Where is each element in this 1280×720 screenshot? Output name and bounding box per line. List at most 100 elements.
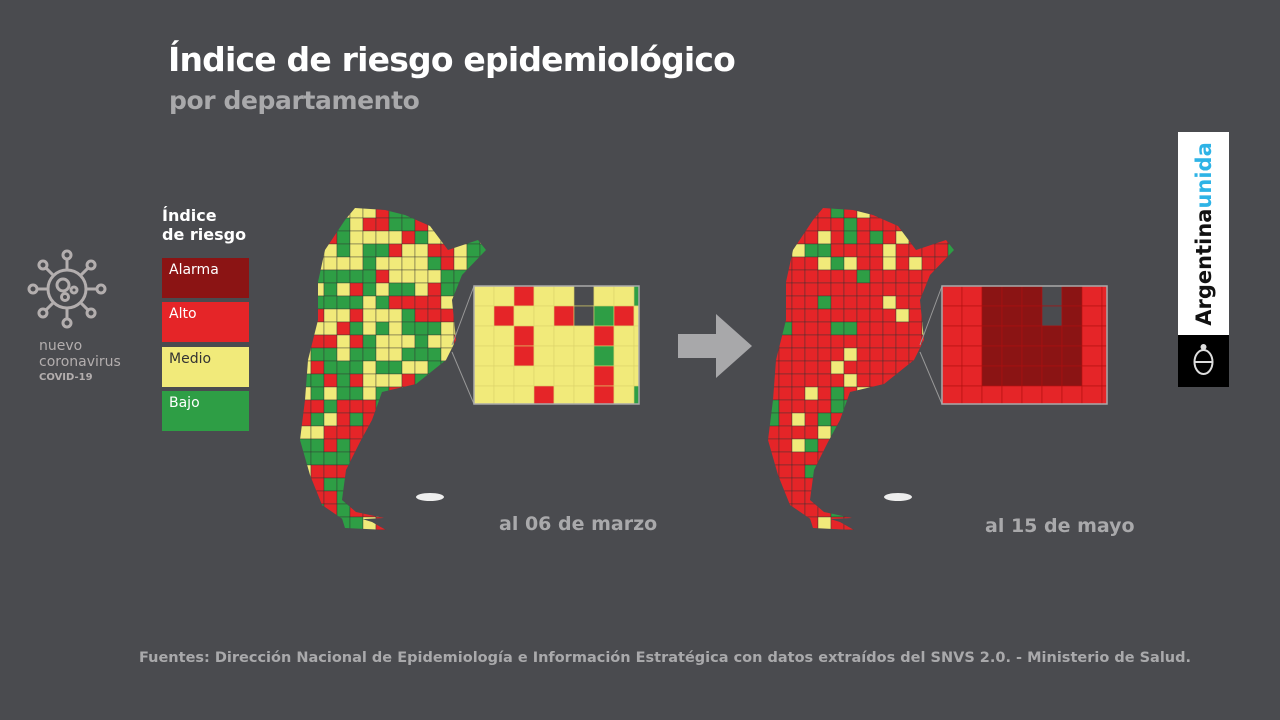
department-cell <box>908 256 923 271</box>
map-marzo <box>300 208 640 530</box>
department-cell <box>466 451 481 466</box>
department-cell <box>388 503 403 518</box>
logo-line3: COVID-19 <box>39 372 93 383</box>
department-cell <box>323 503 338 518</box>
department-cell <box>466 490 481 505</box>
department-cell <box>336 321 351 336</box>
department-cell <box>856 230 871 245</box>
department-cell <box>947 529 954 530</box>
department-cell <box>934 412 949 427</box>
department-cell <box>856 529 871 530</box>
department-cell <box>934 256 949 271</box>
department-cell <box>401 373 416 388</box>
department-cell <box>414 438 429 453</box>
department-cell <box>830 347 845 362</box>
department-cell <box>778 243 793 258</box>
department-cell <box>830 243 845 258</box>
department-cell <box>310 334 325 349</box>
department-cell <box>440 386 455 401</box>
department-cell <box>479 208 486 219</box>
department-cell <box>908 308 923 323</box>
department-cell <box>336 529 351 530</box>
department-cell <box>843 503 858 518</box>
inset-zoom-buenos-aires <box>473 285 640 405</box>
department-cell <box>882 295 897 310</box>
department-cell <box>778 321 793 336</box>
department-cell <box>843 399 858 414</box>
department-cell <box>479 477 486 492</box>
department-cell <box>882 464 897 479</box>
department-cell <box>414 230 429 245</box>
department-cell <box>882 282 897 297</box>
department-cell <box>843 282 858 297</box>
department-cell <box>856 451 871 466</box>
department-cell <box>300 295 312 310</box>
department-cell <box>804 256 819 271</box>
department-cell <box>934 269 949 284</box>
department-cell <box>830 399 845 414</box>
page-subtitle: por departamento <box>169 86 420 115</box>
department-cell <box>453 438 468 453</box>
department-cell <box>362 425 377 440</box>
department-cell <box>427 282 442 297</box>
department-cell <box>921 438 936 453</box>
department-cell <box>895 230 910 245</box>
department-cell <box>778 412 793 427</box>
legend-title-line2: de riesgo <box>162 225 247 244</box>
department-cell <box>349 529 364 530</box>
department-cell <box>895 516 910 530</box>
department-cell <box>375 217 390 232</box>
department-cell <box>804 334 819 349</box>
department-cell <box>804 282 819 297</box>
department-cell <box>778 503 793 518</box>
department-cell <box>882 217 897 232</box>
department-cell <box>921 334 936 349</box>
department-cell <box>778 295 793 310</box>
department-cell <box>921 269 936 284</box>
department-cell <box>375 477 390 492</box>
department-cell <box>791 334 806 349</box>
department-cell <box>440 334 455 349</box>
department-cell <box>375 503 390 518</box>
department-cell <box>791 516 806 530</box>
department-cell <box>869 503 884 518</box>
department-cell <box>310 529 325 530</box>
department-cell <box>453 373 468 388</box>
department-cell <box>466 412 481 427</box>
department-cell <box>414 321 429 336</box>
department-cell <box>375 282 390 297</box>
department-cell <box>768 477 780 492</box>
department-cell <box>778 360 793 375</box>
department-cell <box>479 256 486 271</box>
department-cell <box>856 516 871 530</box>
map-mayo <box>768 208 1108 530</box>
department-cell <box>830 269 845 284</box>
department-cell <box>427 503 442 518</box>
department-cell <box>336 230 351 245</box>
department-cell <box>349 282 364 297</box>
department-cell <box>466 256 481 271</box>
department-cell <box>817 516 832 530</box>
department-cell <box>427 321 442 336</box>
department-cell <box>300 451 312 466</box>
department-cell <box>908 386 923 401</box>
department-cell <box>791 217 806 232</box>
department-cell <box>440 243 455 258</box>
department-cell <box>401 451 416 466</box>
department-cell <box>453 208 468 219</box>
department-cell <box>440 399 455 414</box>
department-cell <box>401 282 416 297</box>
department-cell <box>479 529 486 530</box>
map-date-mayo: al 15 de mayo <box>985 515 1135 537</box>
department-cell <box>817 308 832 323</box>
department-cell <box>401 412 416 427</box>
department-cell <box>869 256 884 271</box>
department-cell <box>401 503 416 518</box>
department-cell <box>843 308 858 323</box>
department-cell <box>336 503 351 518</box>
department-cell <box>427 477 442 492</box>
department-cell <box>310 230 325 245</box>
department-cell <box>349 360 364 375</box>
department-cell <box>310 282 325 297</box>
department-cell <box>336 282 351 297</box>
